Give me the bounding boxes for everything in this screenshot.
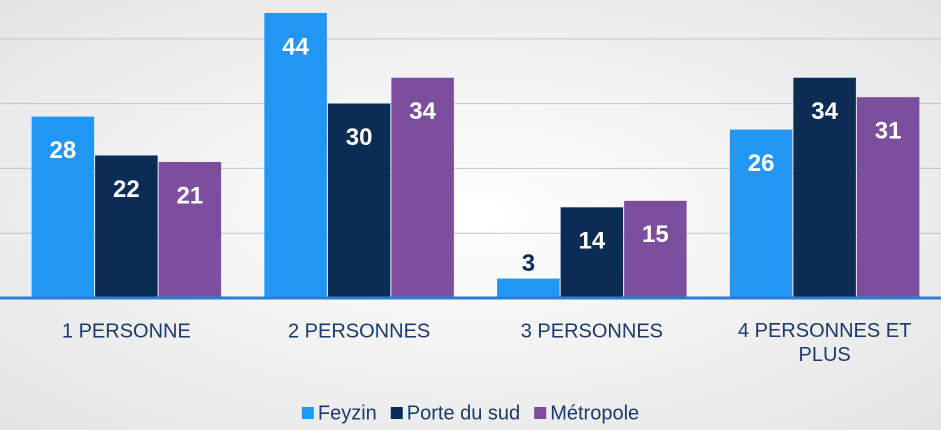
bar bbox=[624, 200, 687, 298]
x-tick-label-line: PLUS bbox=[799, 344, 851, 366]
x-tick-label: 1 PERSONNE bbox=[62, 320, 191, 342]
data-label: 21 bbox=[177, 182, 204, 209]
bar bbox=[95, 155, 158, 298]
bar bbox=[560, 207, 624, 298]
data-label: 14 bbox=[579, 228, 606, 255]
bar bbox=[793, 77, 856, 298]
data-label: 31 bbox=[875, 118, 902, 145]
bar bbox=[497, 278, 560, 298]
bar bbox=[158, 161, 222, 298]
legend: Feyzin Porte du sud Métropole bbox=[301, 402, 639, 424]
bar bbox=[31, 116, 95, 298]
legend-label: Feyzin bbox=[318, 402, 377, 424]
legend-swatch bbox=[301, 407, 314, 419]
x-tick-label-line: 4 PERSONNES ET bbox=[738, 320, 911, 342]
legend-swatch bbox=[534, 407, 547, 419]
data-label: 30 bbox=[346, 124, 373, 151]
bar bbox=[729, 129, 793, 298]
x-tick-label: 3 PERSONNES bbox=[521, 320, 663, 342]
legend-label: Porte du sud bbox=[407, 402, 520, 424]
bar bbox=[391, 77, 454, 298]
bar bbox=[327, 103, 391, 298]
data-label: 15 bbox=[642, 221, 669, 248]
x-tick-label: 4 PERSONNES ET PLUS bbox=[738, 320, 911, 366]
x-tick-label: 2 PERSONNES bbox=[288, 320, 430, 342]
data-label: 28 bbox=[50, 137, 77, 164]
data-label: 3 bbox=[522, 250, 535, 277]
data-label: 26 bbox=[748, 150, 775, 177]
data-label: 34 bbox=[811, 98, 838, 125]
bar bbox=[856, 97, 920, 298]
bar bbox=[264, 12, 327, 299]
data-label: 44 bbox=[282, 33, 309, 60]
legend-swatch bbox=[390, 407, 403, 419]
data-label: 34 bbox=[409, 98, 436, 125]
data-label: 22 bbox=[113, 176, 140, 203]
legend-label: Métropole bbox=[550, 402, 639, 424]
